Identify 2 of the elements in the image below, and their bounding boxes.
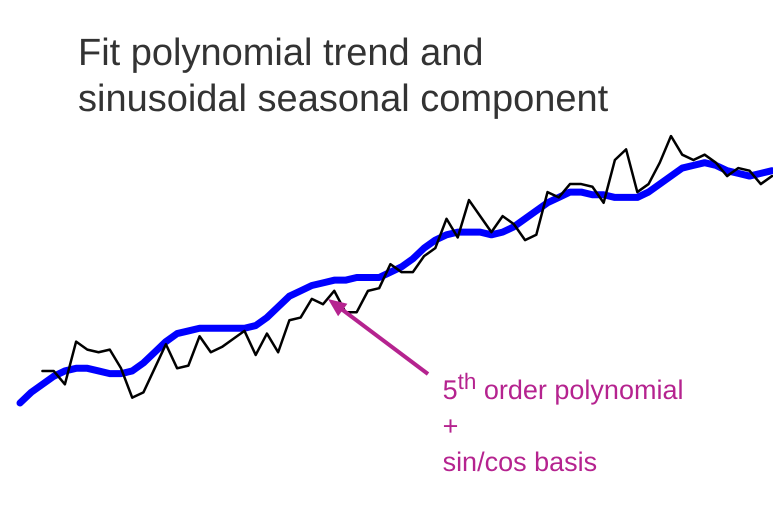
chart-title: Fit polynomial trend and sinusoidal seasonal component <box>78 31 610 122</box>
annotation: 5$^{th}$ order polynomial + sin/cos basis <box>442 368 684 479</box>
